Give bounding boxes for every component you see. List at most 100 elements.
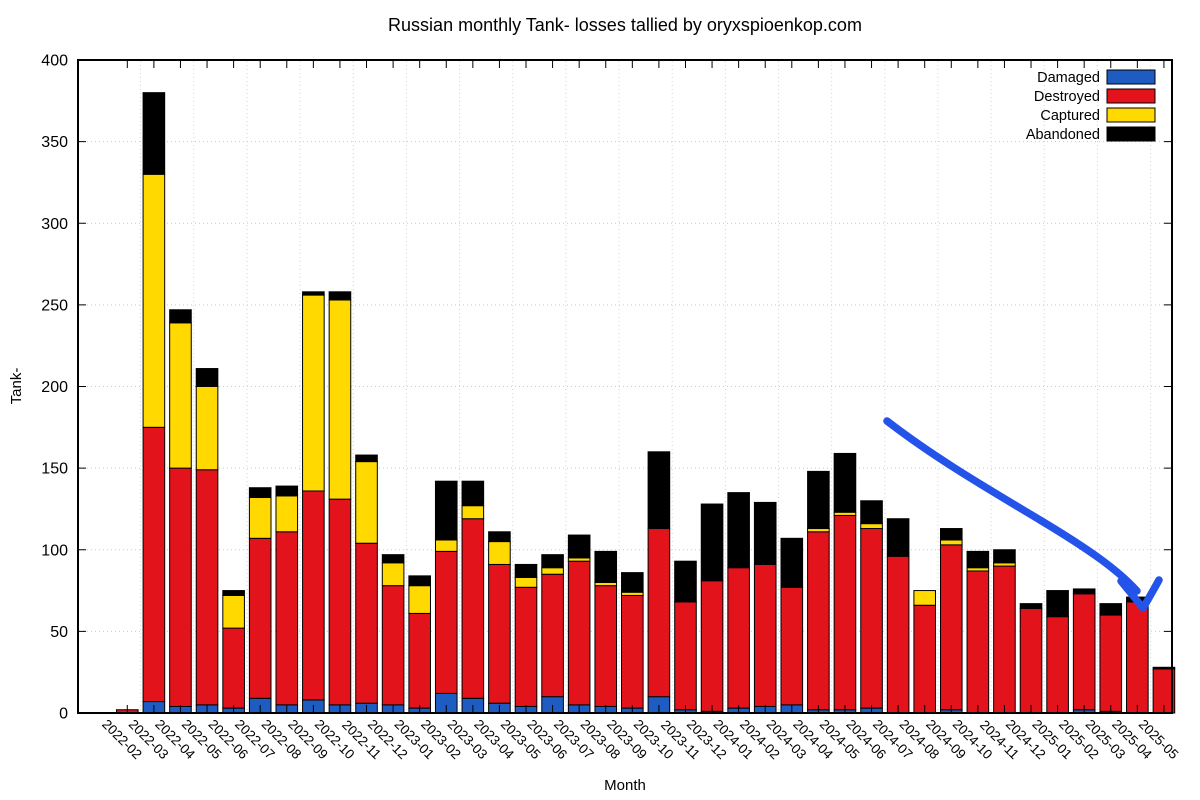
bar-2022-08-abandoned: [275, 485, 299, 497]
bar-2023-03-abandoned: [461, 480, 485, 507]
bar-2025-01-abandoned: [1046, 590, 1069, 618]
bar-2024-02-destroyed: [753, 563, 777, 707]
bar-2022-11-destroyed: [355, 542, 378, 704]
bar-2024-05-abandoned: [833, 452, 857, 513]
bar-2023-08-destroyed: [594, 585, 618, 707]
y-axis-title: Tank-: [8, 368, 25, 405]
bar-2023-01-captured: [408, 585, 431, 614]
bar-2025-03-abandoned: [1099, 603, 1123, 616]
bar-2024-05-destroyed: [833, 514, 857, 711]
legend-item-destroyed: Destroyed: [1034, 88, 1156, 105]
bar-2023-06-captured: [541, 567, 564, 575]
legend-swatch: [1106, 107, 1156, 123]
grid-layer: [79, 61, 1171, 712]
bar-2022-06-destroyed: [222, 627, 245, 709]
bar-2023-05-captured: [514, 577, 538, 588]
bar-2023-05-abandoned: [514, 563, 538, 579]
bar-2025-03-destroyed: [1099, 614, 1123, 712]
bar-2022-07-captured: [248, 497, 272, 539]
bar-2023-03-captured: [461, 505, 485, 520]
bar-2022-09-destroyed: [302, 490, 325, 701]
bar-2024-11-destroyed: [993, 565, 1016, 714]
y-tick-label: 250: [41, 297, 68, 314]
bar-2024-04-abandoned: [807, 470, 830, 530]
bar-2023-08-abandoned: [594, 550, 618, 583]
bar-2023-09-destroyed: [621, 594, 644, 709]
legend: Damaged Destroyed Captured Abandoned: [1026, 69, 1156, 143]
bar-2023-11-destroyed: [674, 601, 697, 711]
bar-2022-06-captured: [222, 594, 245, 629]
bar-2022-12-captured: [381, 562, 405, 587]
bar-2022-07-abandoned: [248, 487, 272, 499]
bar-2022-04-destroyed: [169, 467, 192, 707]
y-tick-labels: 0 50 100 150 200 250 300 350 400: [41, 53, 68, 723]
annotation-layer: [883, 417, 1163, 612]
bar-2024-10-destroyed: [966, 570, 990, 714]
bar-2022-09-captured: [302, 294, 325, 492]
bar-2022-05-destroyed: [195, 469, 219, 706]
legend-label: Destroyed: [1034, 89, 1100, 105]
trend-arrow: [883, 417, 1141, 595]
legend-swatch: [1106, 88, 1156, 104]
bar-2023-02-destroyed: [434, 550, 458, 694]
bar-2023-12-destroyed: [700, 580, 724, 712]
y-tick-label: 100: [41, 542, 68, 559]
bar-2022-08-destroyed: [275, 531, 299, 706]
bar-2024-07-destroyed: [886, 555, 910, 714]
bar-2024-04-destroyed: [807, 531, 830, 711]
bar-2023-09-abandoned: [621, 572, 644, 593]
bar-2024-12-destroyed: [1019, 608, 1043, 714]
legend-label: Captured: [1040, 108, 1100, 124]
bar-2022-06-abandoned: [222, 590, 245, 596]
bar-2024-02-abandoned: [753, 501, 777, 565]
y-tick-label: 200: [41, 379, 68, 396]
y-tick-label: 400: [41, 53, 68, 70]
bar-2022-10-captured: [328, 299, 352, 500]
bar-2024-06-destroyed: [860, 528, 883, 709]
ticks-layer: [78, 59, 1172, 714]
x-tick-labels: 2022-022022-032022-042022-052022-062022-…: [99, 716, 1181, 762]
bar-2023-11-abandoned: [674, 560, 697, 603]
bar-2022-12-destroyed: [381, 585, 405, 706]
bar-2024-08-captured: [913, 590, 937, 606]
x-axis-title: Month: [604, 777, 646, 794]
bar-2023-07-destroyed: [567, 560, 591, 706]
bar-2024-11-abandoned: [993, 549, 1016, 564]
bar-2022-04-abandoned: [169, 309, 192, 324]
trend-arrow-head: [1117, 576, 1163, 612]
bar-2023-04-abandoned: [488, 531, 511, 543]
bar-2024-10-abandoned: [966, 550, 990, 569]
bar-2023-03-destroyed: [461, 518, 485, 699]
bar-2024-01-destroyed: [727, 567, 750, 709]
legend-item-captured: Captured: [1040, 107, 1156, 124]
y-tick-label: 150: [41, 461, 68, 478]
bar-2022-10-abandoned: [328, 291, 352, 301]
bar-2022-03-abandoned: [142, 92, 166, 175]
bar-2022-04-captured: [169, 322, 192, 469]
y-tick-label: 350: [41, 134, 68, 151]
legend-item-damaged: Damaged: [1037, 69, 1156, 86]
bar-2022-11-captured: [355, 461, 378, 544]
bar-2022-07-destroyed: [248, 537, 272, 699]
bar-2025-04-destroyed: [1126, 601, 1149, 714]
bar-2022-03-destroyed: [142, 426, 166, 703]
bar-2022-09-abandoned: [302, 291, 325, 296]
bar-2023-05-destroyed: [514, 586, 538, 707]
legend-label: Damaged: [1037, 70, 1100, 86]
bar-2022-11-abandoned: [355, 454, 378, 463]
bar-2024-09-abandoned: [939, 528, 963, 541]
bar-2024-06-captured: [860, 523, 883, 530]
bar-2022-03-captured: [142, 173, 166, 428]
bar-2024-01-abandoned: [727, 492, 750, 569]
bar-2025-02-abandoned: [1072, 588, 1096, 595]
bar-2024-09-destroyed: [939, 544, 963, 711]
bar-2023-01-destroyed: [408, 612, 431, 709]
bar-2023-02-abandoned: [434, 480, 458, 541]
y-tick-label: 0: [59, 706, 68, 723]
bar-2023-06-abandoned: [541, 554, 564, 569]
bar-2022-05-abandoned: [195, 368, 219, 388]
chart-title: Russian monthly Tank- losses tallied by …: [388, 15, 862, 35]
bar-2023-04-destroyed: [488, 563, 511, 704]
